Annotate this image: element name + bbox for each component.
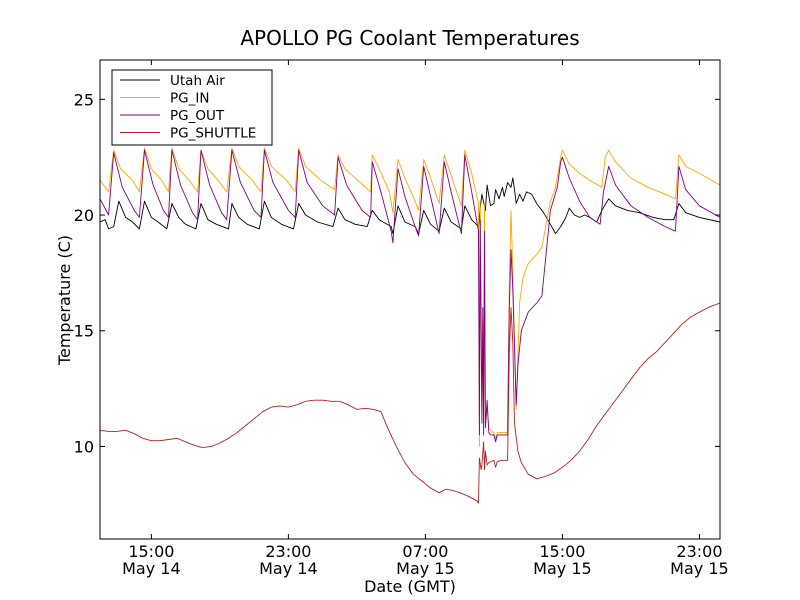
x-axis-label: Date (GMT) xyxy=(364,577,456,596)
x-tick-label-date: May 14 xyxy=(122,559,181,578)
legend-label-pg-in: PG_IN xyxy=(170,91,209,107)
series-line-pg-out xyxy=(99,149,721,443)
y-axis-label: Temperature (C) xyxy=(55,235,74,366)
legend-label-pg-shuttle: PG_SHUTTLE xyxy=(170,126,256,142)
x-tick-label-date: May 15 xyxy=(396,559,455,578)
series-line-pg-shuttle xyxy=(99,302,721,504)
y-tick-label: 20 xyxy=(74,206,94,225)
y-axis: 10 15 20 25 xyxy=(74,90,720,456)
y-tick-label: 25 xyxy=(74,90,94,109)
series-line-pg-in xyxy=(99,147,721,447)
x-tick-label-date: May 15 xyxy=(533,559,592,578)
y-tick-label: 15 xyxy=(74,322,94,341)
chart-title: APOLLO PG Coolant Temperatures xyxy=(240,26,579,50)
legend-label-utah-air: Utah Air xyxy=(170,73,225,89)
x-tick-label-date: May 15 xyxy=(670,559,729,578)
legend-label-pg-out: PG_OUT xyxy=(170,108,225,124)
x-tick-label-time: 15:00 xyxy=(539,542,585,561)
x-tick-label-time: 23:00 xyxy=(265,542,311,561)
x-tick-label-time: 07:00 xyxy=(402,542,448,561)
y-tick-label: 10 xyxy=(74,437,94,456)
x-tick-label-time: 15:00 xyxy=(128,542,174,561)
x-tick-label-date: May 14 xyxy=(259,559,318,578)
plot-frame xyxy=(99,59,721,540)
series-group xyxy=(99,147,721,504)
series-line-utah-air xyxy=(99,177,721,235)
x-tick-label-time: 23:00 xyxy=(676,542,722,561)
